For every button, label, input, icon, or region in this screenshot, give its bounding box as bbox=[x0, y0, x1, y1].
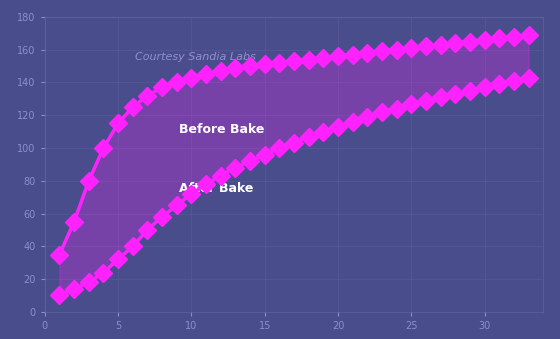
Text: Courtesy Sandia Labs: Courtesy Sandia Labs bbox=[134, 52, 255, 62]
Text: Before Bake: Before Bake bbox=[179, 122, 265, 136]
Text: After Bake: After Bake bbox=[179, 181, 254, 195]
